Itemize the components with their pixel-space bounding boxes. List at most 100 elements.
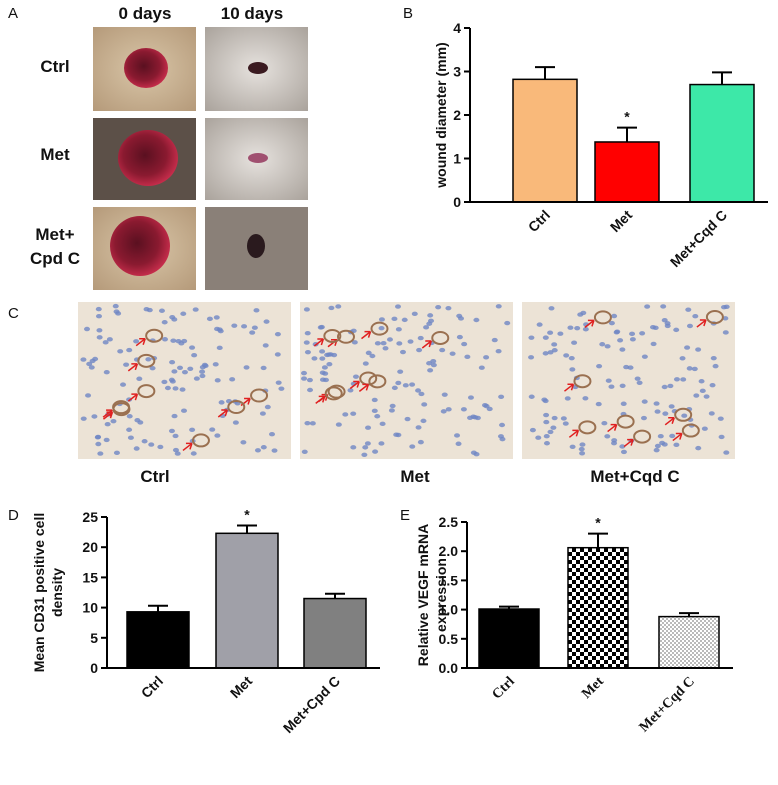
- nucleus: [303, 340, 310, 345]
- arrow-head: [668, 417, 675, 425]
- nucleus: [395, 432, 402, 438]
- nucleus: [369, 353, 376, 359]
- nucleus: [95, 306, 102, 312]
- nucleus: [578, 446, 585, 452]
- nucleus: [218, 400, 225, 405]
- nucleus: [161, 320, 168, 325]
- nucleus: [695, 347, 702, 352]
- arrow-head: [610, 423, 618, 431]
- vessel: [250, 388, 269, 403]
- nucleus: [720, 304, 727, 310]
- nucleus: [361, 452, 368, 457]
- nucleus: [274, 352, 281, 357]
- arrow: [584, 319, 595, 328]
- nucleus: [374, 414, 381, 419]
- nucleus: [460, 407, 467, 412]
- y-tick-label: 1.5: [439, 572, 459, 588]
- nucleus: [328, 305, 335, 311]
- nucleus: [567, 325, 574, 330]
- nucleus: [693, 393, 700, 398]
- row-label: Met: [40, 145, 70, 164]
- y-tick-label: 10: [82, 600, 98, 616]
- nucleus: [710, 355, 717, 361]
- nucleus: [240, 440, 247, 445]
- arrow: [607, 423, 618, 433]
- category-label: Ctrl: [138, 673, 166, 701]
- nucleus: [161, 379, 168, 385]
- vessel: [578, 420, 597, 435]
- arrow: [664, 417, 675, 426]
- nucleus: [679, 356, 686, 361]
- y-tick-label: 0.5: [439, 631, 459, 647]
- nucleus: [382, 346, 389, 351]
- nucleus: [699, 388, 706, 394]
- nucleus: [251, 325, 258, 330]
- arrow: [127, 393, 138, 402]
- nucleus: [654, 443, 661, 449]
- nucleus: [435, 304, 442, 310]
- wound: [248, 62, 268, 74]
- nucleus: [580, 310, 587, 316]
- y-tick-label: 2: [453, 107, 461, 123]
- nucleus: [304, 349, 311, 355]
- nucleus: [611, 313, 618, 319]
- nucleus: [464, 354, 471, 360]
- nucleus: [209, 427, 216, 432]
- nucleus: [113, 450, 120, 456]
- nucleus: [495, 349, 502, 354]
- nucleus: [673, 327, 680, 333]
- nucleus: [634, 376, 641, 381]
- nucleus: [97, 451, 104, 456]
- nucleus: [416, 347, 423, 353]
- nucleus: [467, 415, 474, 420]
- arrow-head: [675, 432, 683, 440]
- arrow: [102, 409, 113, 418]
- nucleus: [389, 403, 396, 409]
- arrow-head: [317, 338, 325, 346]
- nucleus: [662, 411, 669, 416]
- panel-label: E: [400, 507, 410, 524]
- arrow: [313, 338, 324, 347]
- arrow-head: [131, 363, 139, 371]
- y-tick-label: 3: [453, 64, 461, 80]
- wound: [247, 234, 265, 258]
- histology-images: [78, 302, 735, 459]
- nucleus: [145, 357, 152, 362]
- nucleus: [491, 337, 498, 343]
- nucleus: [189, 427, 196, 432]
- nucleus: [110, 418, 117, 424]
- nucleus: [441, 392, 448, 397]
- nucleus: [708, 411, 715, 416]
- nucleus: [605, 378, 612, 383]
- nucleus: [127, 435, 134, 440]
- nucleus: [395, 327, 402, 332]
- nucleus: [629, 337, 636, 342]
- nucleus: [158, 308, 165, 313]
- arrow: [563, 383, 574, 392]
- error-bar: [679, 612, 699, 617]
- vessel: [336, 329, 355, 344]
- nucleus: [461, 341, 468, 347]
- error-bar: [588, 532, 608, 548]
- nucleus: [274, 331, 281, 337]
- vessel: [370, 321, 389, 336]
- panel-label: B: [403, 5, 413, 22]
- nucleus: [335, 304, 342, 309]
- nucleus: [172, 447, 179, 453]
- nucleus: [629, 331, 636, 337]
- nucleus: [113, 309, 120, 314]
- nucleus: [723, 450, 730, 455]
- nucleus: [217, 328, 224, 334]
- arrow: [358, 383, 369, 392]
- nucleus: [418, 391, 425, 397]
- nucleus: [402, 383, 409, 388]
- nucleus: [95, 313, 102, 319]
- nucleus: [543, 441, 550, 446]
- nucleus: [417, 439, 424, 445]
- nucleus: [264, 404, 271, 410]
- category-label: Met: [579, 674, 607, 702]
- bar: [689, 83, 755, 203]
- histology-image: [300, 302, 513, 459]
- nucleus: [445, 407, 452, 412]
- y-tick-label: 5: [90, 630, 98, 646]
